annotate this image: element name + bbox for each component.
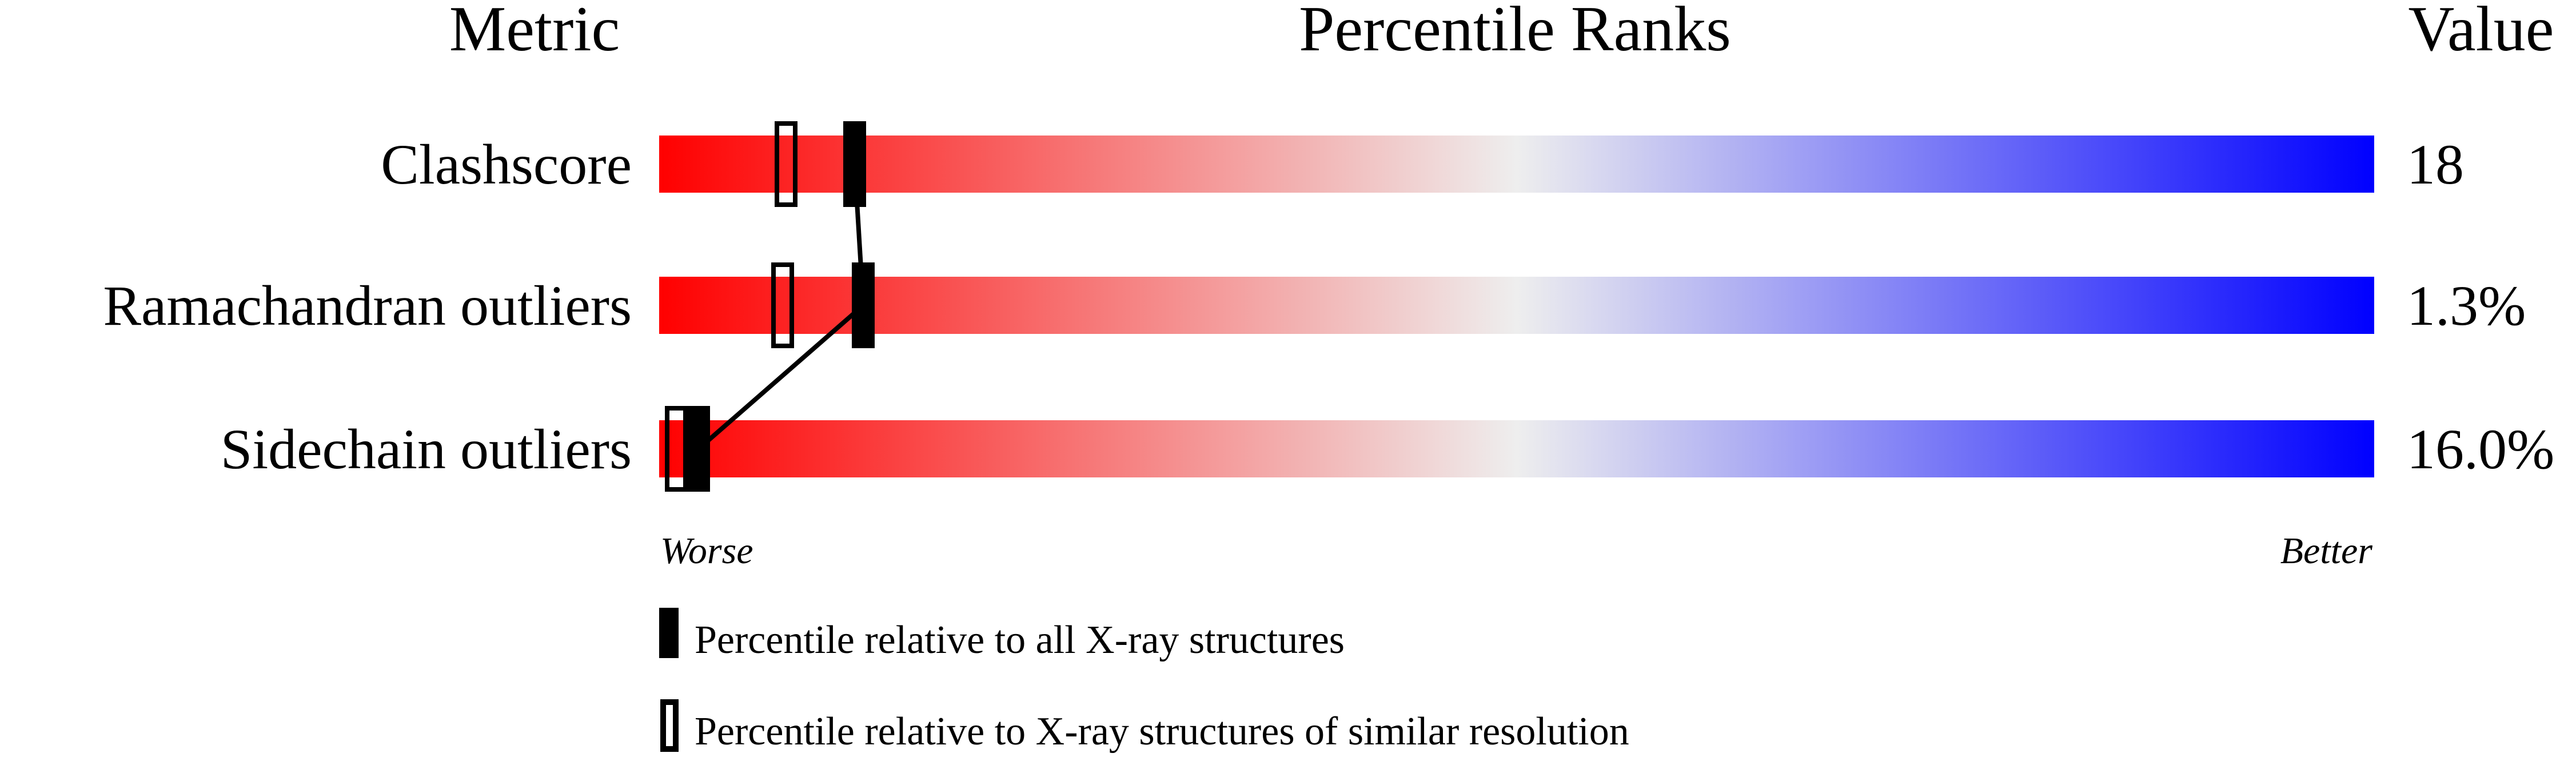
marker-all-structures bbox=[843, 121, 866, 207]
axis-label-worse: Worse bbox=[660, 530, 753, 572]
legend-filled-marker bbox=[659, 608, 679, 658]
header-value: Value bbox=[2408, 0, 2554, 65]
marker-all-structures bbox=[852, 262, 875, 348]
metric-value: 16.0% bbox=[2407, 417, 2554, 481]
marker-all-structures bbox=[687, 406, 710, 492]
percentile-bar bbox=[659, 277, 2374, 334]
marker-similar-resolution bbox=[771, 262, 794, 348]
legend-label-all: Percentile relative to all X-ray structu… bbox=[695, 618, 1345, 662]
legend-open-marker bbox=[660, 699, 679, 752]
metric-label: Sidechain outliers bbox=[221, 417, 632, 481]
axis-label-better: Better bbox=[2280, 530, 2373, 572]
percentile-bar bbox=[659, 420, 2374, 477]
metric-label: Clashscore bbox=[381, 133, 632, 196]
header-metric: Metric bbox=[449, 0, 620, 65]
marker-similar-resolution bbox=[775, 121, 797, 207]
marker-similar-resolution bbox=[665, 406, 688, 492]
percentile-bar bbox=[659, 136, 2374, 193]
metric-value: 1.3% bbox=[2407, 274, 2526, 337]
header-percentile-ranks: Percentile Ranks bbox=[1299, 0, 1731, 65]
legend-label-similar: Percentile relative to X-ray structures … bbox=[695, 710, 1629, 754]
connector-line bbox=[697, 303, 865, 451]
metric-value: 18 bbox=[2407, 133, 2464, 196]
metric-label: Ramachandran outliers bbox=[103, 274, 632, 337]
